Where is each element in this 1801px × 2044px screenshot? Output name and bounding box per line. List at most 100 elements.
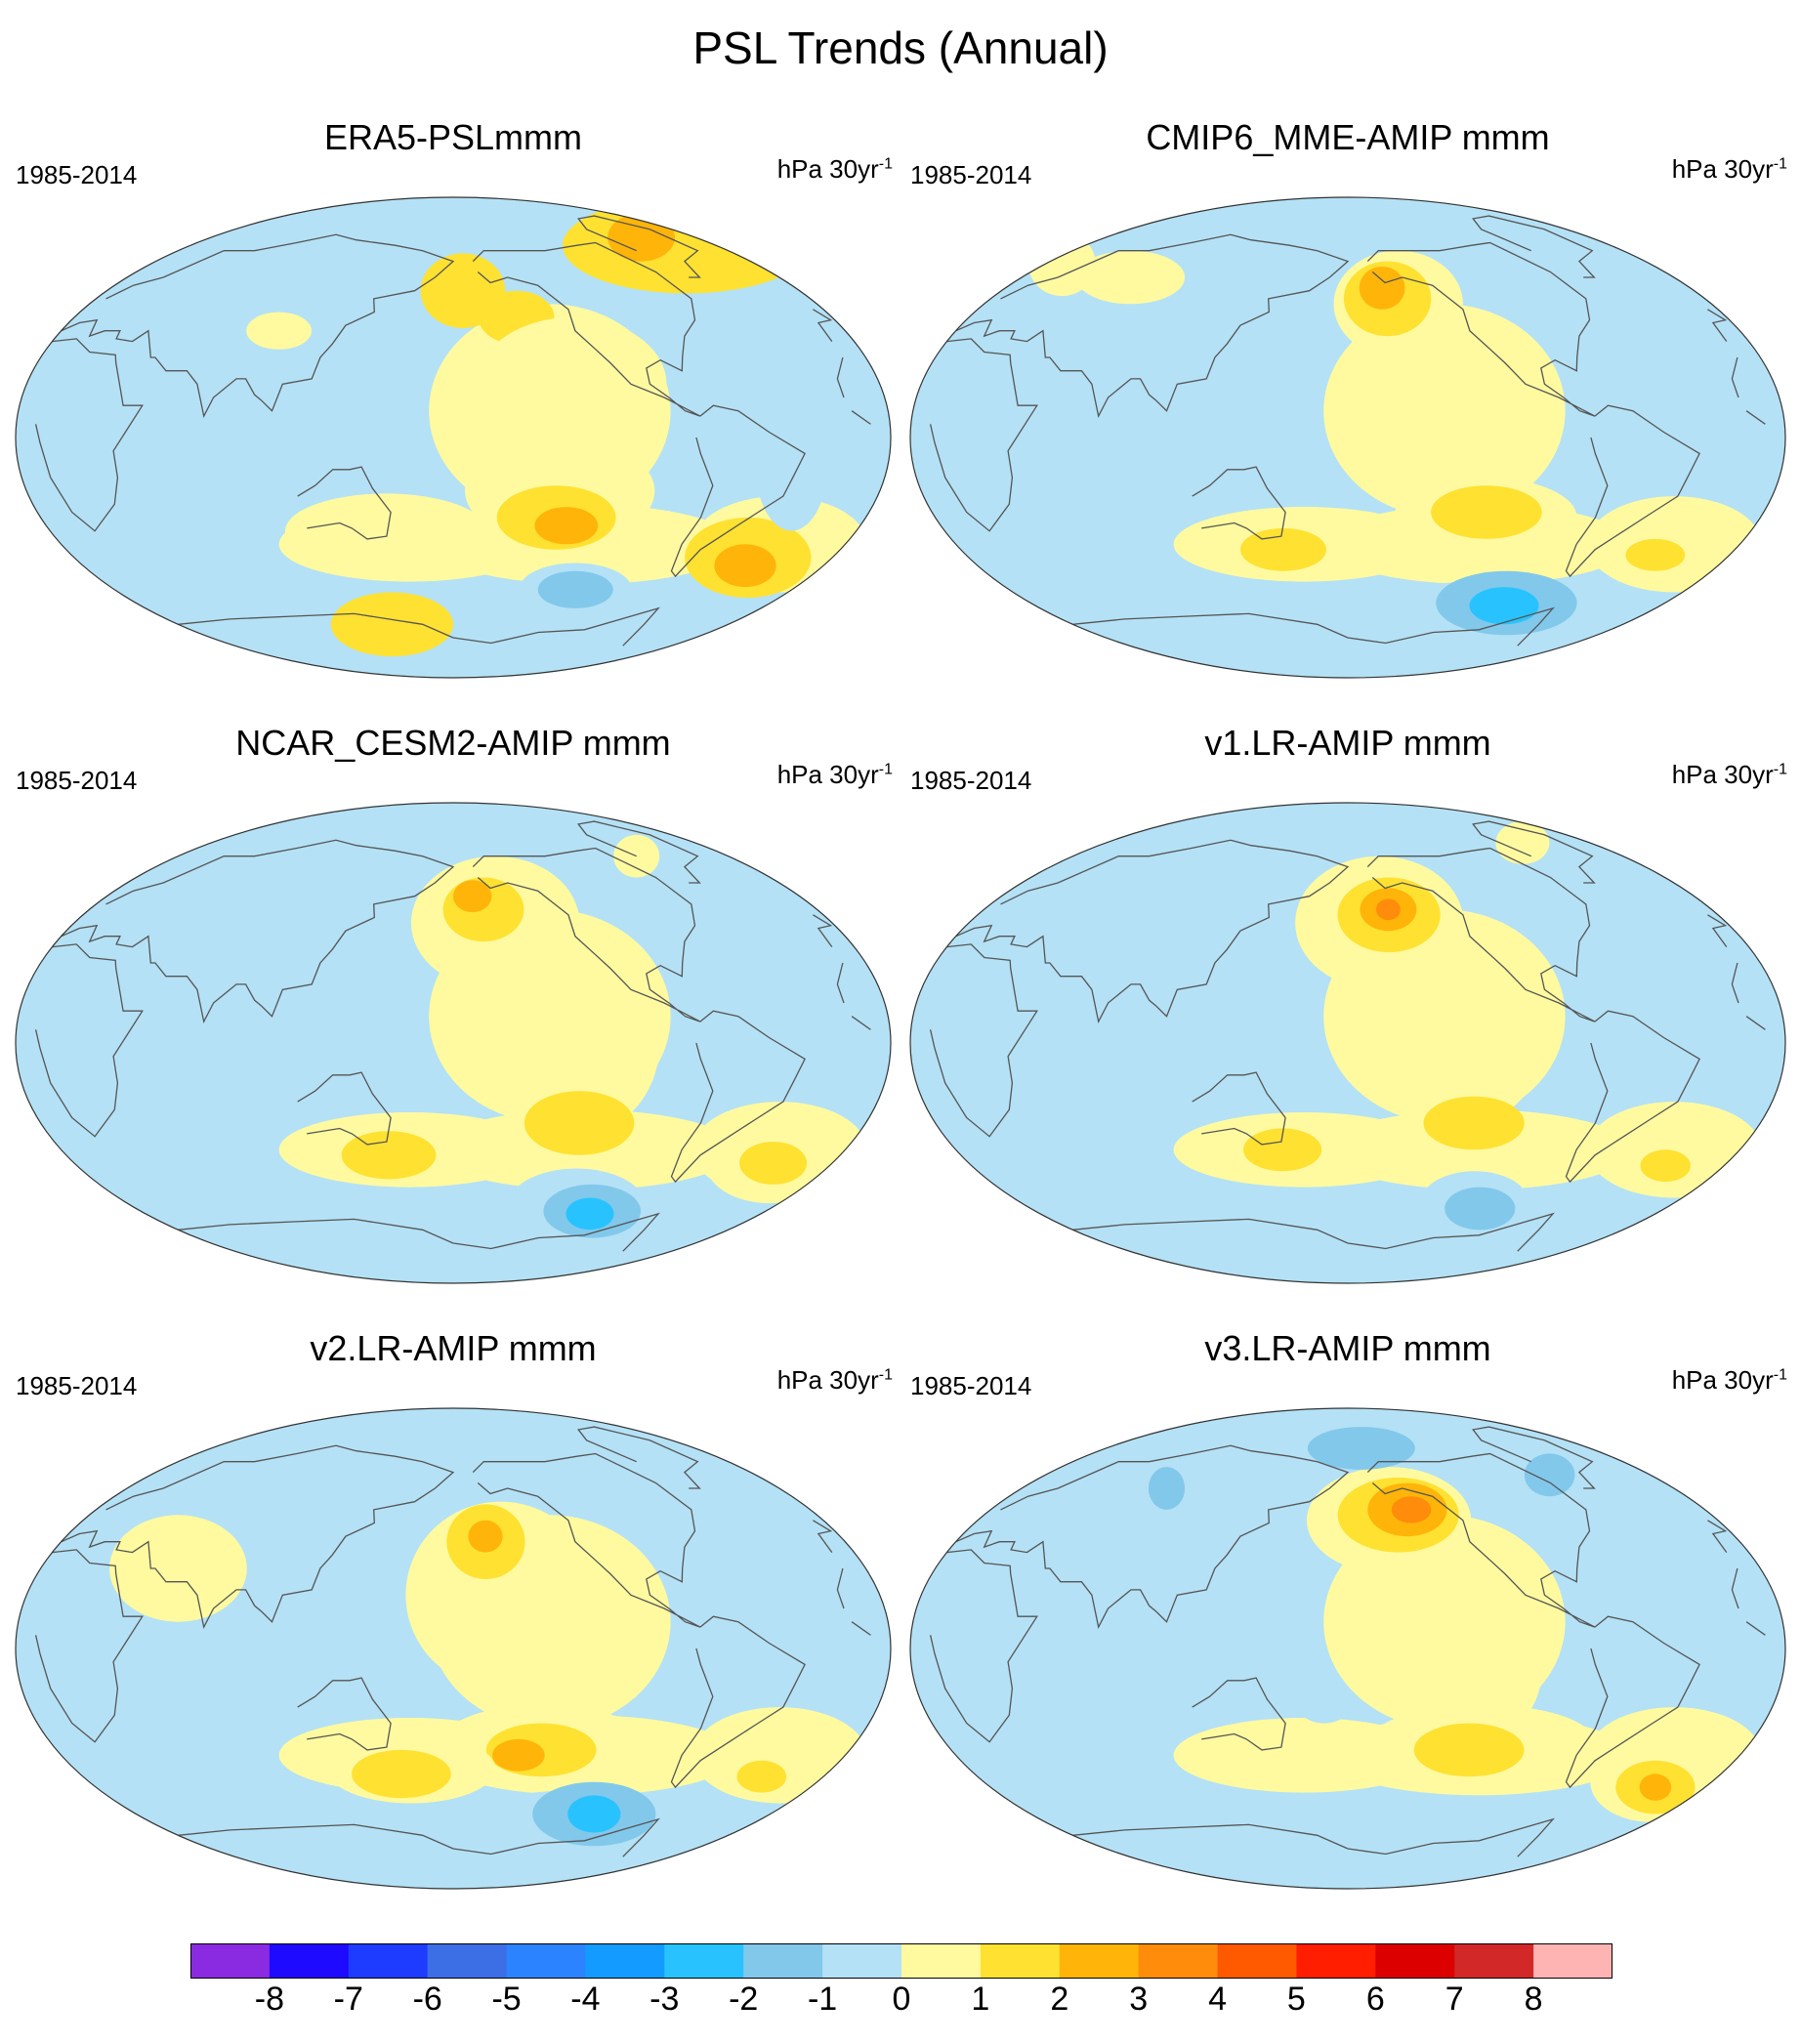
colorbar-swatch — [1059, 1943, 1140, 1979]
panel-units: hPa 30yr-1 — [1671, 760, 1787, 789]
colorbar-labels: -8 -7 -6 -5 -4 -3 -2 -1 0 1 2 3 4 5 6 7 8 — [0, 1981, 1801, 2029]
coastline-south-america — [670, 404, 806, 578]
coastline-south-america — [670, 1010, 806, 1184]
coastline-south-america — [1565, 1615, 1700, 1789]
panel-period: 1985-2014 — [910, 160, 1032, 189]
colorbar-tick-label: 6 — [1365, 1981, 1385, 2018]
colorbar-swatch — [743, 1943, 823, 1979]
panel-period: 1985-2014 — [16, 1371, 138, 1400]
trend-contour — [330, 592, 453, 657]
map-border — [909, 802, 1786, 1284]
trend-contour — [1431, 485, 1542, 539]
panel-units: hPa 30yr-1 — [776, 760, 893, 789]
coastline-australia — [297, 1071, 392, 1146]
colorbar-tick-label: -7 — [333, 1981, 363, 2018]
trend-contour — [1495, 821, 1550, 864]
colorbar-swatch — [1217, 1943, 1297, 1979]
trend-contour — [1243, 1128, 1322, 1172]
trend-contour — [1295, 1680, 1353, 1724]
map-border — [15, 196, 892, 679]
trend-contour — [1625, 538, 1686, 571]
map-svg — [909, 1407, 1786, 1890]
colorbar-swatch — [664, 1943, 744, 1979]
trend-contour — [537, 570, 613, 608]
trend-contour — [1639, 1773, 1672, 1801]
trend-contour — [246, 312, 312, 350]
colorbar-tick-label: 8 — [1524, 1981, 1543, 2018]
trend-contour — [341, 1131, 437, 1180]
colorbar-tick-label: -3 — [649, 1981, 680, 2018]
coastline-south-america — [670, 1615, 806, 1789]
map-svg — [15, 196, 892, 679]
trend-contour — [739, 1142, 808, 1185]
coastline-greenland — [577, 215, 701, 278]
coastline-north-america — [1366, 847, 1596, 1022]
coastline-north-america — [472, 241, 701, 417]
map-svg — [909, 196, 1786, 679]
panel-units: hPa 30yr-1 — [776, 1365, 893, 1395]
panel-units: hPa 30yr-1 — [776, 154, 893, 184]
map-border — [909, 1407, 1786, 1890]
coastline-greenland — [1472, 215, 1596, 278]
trend-contour — [567, 1795, 621, 1833]
coastline-africa — [929, 943, 1766, 1138]
colorbar-swatch — [348, 1943, 429, 1979]
colorbar-tick-label: -4 — [570, 1981, 601, 2018]
colorbar-swatch — [506, 1943, 586, 1979]
trend-contour — [1445, 1187, 1516, 1231]
map-panel: ERA5-PSLmmm 1985-2014 hPa 30yr-1 — [14, 117, 893, 679]
trend-contour — [714, 544, 776, 588]
panel-period: 1985-2014 — [910, 766, 1032, 795]
panel-title: ERA5-PSLmmm — [323, 117, 583, 157]
colorbar-tick-label: 5 — [1286, 1981, 1306, 2018]
colorbar-swatch — [427, 1943, 508, 1979]
trend-contour — [1423, 1096, 1525, 1150]
trend-contour — [1376, 898, 1401, 921]
coastline-antarctica — [1072, 1212, 1555, 1252]
coastline-south-america — [1565, 1010, 1700, 1184]
colorbar-tick-label: 2 — [1050, 1981, 1069, 2018]
trend-contour — [565, 1197, 614, 1231]
trend-contour — [1524, 1453, 1575, 1497]
map-border — [15, 802, 892, 1284]
colorbar-swatch — [901, 1943, 982, 1979]
colorbar-tick-label: 0 — [892, 1981, 911, 2018]
colorbar-swatch — [1533, 1943, 1613, 1979]
trend-contour — [1307, 1427, 1415, 1470]
colorbar-swatch — [822, 1943, 902, 1979]
panel-period: 1985-2014 — [16, 766, 138, 795]
coastline-greenland — [577, 1426, 701, 1489]
coastline-africa — [929, 338, 1766, 532]
coastline-greenland — [1472, 1426, 1596, 1489]
colorbar-tick-label: -1 — [807, 1981, 838, 2018]
trend-contour — [736, 1760, 787, 1793]
trend-contour — [1640, 1149, 1691, 1183]
coastline-north-america — [1366, 1452, 1596, 1628]
colorbar-tick-label: -2 — [729, 1981, 759, 2018]
trend-contour — [534, 507, 599, 545]
coastline-north-america — [472, 847, 701, 1022]
coastline-antarctica — [178, 1212, 660, 1252]
coastline-antarctica — [1072, 606, 1555, 647]
trend-contour — [1075, 250, 1186, 305]
trend-contour — [352, 1749, 451, 1799]
trend-contour — [108, 1515, 247, 1622]
trend-contour — [492, 1738, 545, 1772]
trend-contour — [1359, 267, 1405, 310]
trend-contour — [285, 493, 487, 568]
colorbar-swatch — [269, 1943, 350, 1979]
trend-contour — [1396, 963, 1543, 1123]
map-border — [909, 196, 1786, 679]
trend-contour — [468, 1520, 503, 1553]
coastline-north-america — [1366, 241, 1596, 417]
coastline-australia — [1192, 1677, 1286, 1751]
coastline-greenland — [577, 820, 701, 884]
coastline-greenland — [1472, 820, 1596, 884]
colorbar-tick-label: -5 — [491, 1981, 522, 2018]
colorbar-swatch — [585, 1943, 665, 1979]
map-panel: NCAR_CESM2-AMIP mmm 1985-2014 hPa 30yr-1 — [14, 723, 893, 1284]
coastline-africa — [34, 943, 871, 1138]
colorbar-tick-label: -6 — [412, 1981, 442, 2018]
trend-contour — [1396, 317, 1541, 505]
coastline-australia — [1192, 1071, 1286, 1146]
